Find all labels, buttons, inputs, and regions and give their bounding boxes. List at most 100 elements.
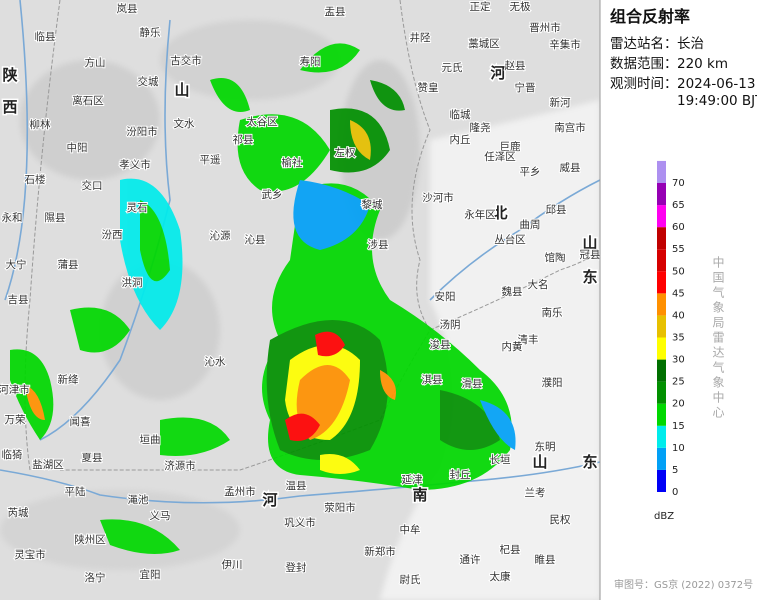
place-label: 永和 — [2, 211, 23, 224]
place-label: 太康 — [490, 570, 511, 583]
place-label: 寿阳 — [300, 55, 321, 68]
range: 220 km — [677, 56, 728, 72]
region-label: 东 — [582, 453, 597, 471]
place-label: 封丘 — [450, 468, 471, 481]
place-label: 沁水 — [205, 356, 226, 368]
date: 2024-06-13 — [677, 76, 755, 92]
place-label: 隆尧 — [470, 121, 491, 134]
title: 组合反射率 — [610, 7, 690, 26]
place-label: 武乡 — [262, 188, 283, 201]
place-label: 平遥 — [200, 153, 221, 166]
legend-swatch — [657, 469, 666, 492]
place-label: 井陉 — [410, 31, 431, 44]
place-label: 临县 — [35, 30, 56, 43]
place-label: 大宁 — [6, 258, 27, 271]
place-label: 左权 — [335, 146, 356, 159]
place-label: 柳林 — [30, 118, 51, 131]
place-label: 交城 — [138, 75, 159, 88]
region-label: 东 — [582, 268, 597, 286]
rivers — [0, 0, 601, 504]
place-label: 新绛 — [58, 373, 79, 386]
place-label: 民权 — [550, 513, 571, 526]
place-label: 长垣 — [490, 454, 511, 466]
place-label: 石楼 — [25, 173, 46, 186]
region-label: 陕 — [2, 66, 17, 84]
place-label: 登封 — [286, 561, 307, 574]
place-label: 沙河市 — [422, 191, 454, 204]
place-label: 赵县 — [505, 59, 526, 72]
place-label: 洛宁 — [85, 571, 106, 584]
place-label: 太谷区 — [246, 115, 278, 128]
place-label: 东明 — [535, 440, 556, 453]
info-panel — [601, 0, 757, 600]
place-label: 清丰 — [518, 333, 539, 346]
place-label: 邱县 — [546, 203, 567, 216]
place-label: 威县 — [560, 161, 581, 174]
legend-tick-label: 35 — [672, 333, 685, 344]
place-label: 河津市 — [0, 383, 30, 396]
legend-tick-label: 65 — [672, 200, 685, 211]
legend-tick-label: 55 — [672, 244, 685, 255]
place-label: 宜阳 — [140, 568, 161, 581]
place-label: 洪洞 — [122, 277, 143, 289]
place-label: 宁晋 — [515, 81, 536, 94]
time-label: 观测时间： — [610, 76, 678, 92]
legend-tick-label: 20 — [672, 399, 685, 410]
legend-swatch — [657, 447, 666, 470]
place-label: 元氏 — [442, 62, 463, 74]
place-label: 巨鹿 — [500, 140, 521, 153]
place-label: 辛集市 — [549, 38, 581, 51]
place-label: 孟州市 — [224, 485, 256, 498]
place-label: 灵石 — [127, 202, 148, 214]
region-label: 西 — [2, 98, 17, 116]
place-label: 任泽区 — [484, 150, 516, 163]
place-label: 内黄 — [502, 340, 523, 353]
place-label: 新郑市 — [364, 545, 396, 558]
place-label: 安阳 — [435, 290, 456, 303]
place-label: 义马 — [150, 510, 171, 522]
place-label: 闻喜 — [70, 415, 91, 428]
place-label: 盂县 — [325, 6, 346, 18]
region-label: 河 — [262, 491, 277, 509]
legend-tick-label: 5 — [672, 465, 678, 476]
place-label: 晋州市 — [529, 21, 561, 34]
place-label: 濮阳 — [542, 376, 563, 389]
place-label: 渑池 — [128, 493, 149, 506]
place-label: 藁城区 — [468, 37, 500, 50]
place-label: 无极 — [510, 0, 531, 13]
place-label: 榆社 — [282, 156, 303, 169]
place-label: 方山 — [85, 56, 106, 69]
place-label: 灵宝市 — [14, 548, 46, 561]
place-label: 汤阴 — [440, 318, 461, 331]
approval: 审图号：GS京 (2022) 0372号 — [614, 578, 753, 591]
legend-tick-label: 45 — [672, 288, 685, 299]
legend-tick-label: 70 — [672, 178, 685, 189]
legend-swatch — [657, 315, 666, 338]
place-label: 古交市 — [170, 54, 202, 67]
credit: 中国气象局雷达气象中心 — [711, 256, 725, 421]
legend-swatch — [657, 425, 666, 448]
place-label: 兰考 — [525, 486, 546, 499]
place-label: 济源市 — [164, 459, 196, 472]
place-label: 夏县 — [82, 452, 103, 464]
place-label: 黎城 — [362, 198, 383, 211]
place-label: 滑县 — [462, 378, 483, 390]
legend-swatch — [657, 205, 666, 228]
place-label: 正定 — [470, 0, 491, 13]
place-label: 临城 — [450, 108, 471, 121]
place-label: 延津 — [402, 474, 423, 486]
range-label: 数据范围： — [610, 56, 678, 72]
legend-tick-label: 10 — [672, 443, 685, 454]
place-label: 魏县 — [502, 285, 523, 298]
place-label: 垣曲 — [140, 434, 161, 446]
place-label: 涉县 — [368, 238, 389, 251]
legend-swatch — [657, 227, 666, 250]
legend-unit: dBZ — [654, 511, 674, 522]
place-label: 赞皇 — [418, 81, 439, 94]
place-label: 通许 — [460, 553, 481, 566]
place-label: 平陆 — [65, 485, 86, 498]
place-label: 馆陶 — [545, 251, 566, 264]
legend-swatch — [657, 183, 666, 206]
place-label: 孝义市 — [119, 158, 151, 171]
